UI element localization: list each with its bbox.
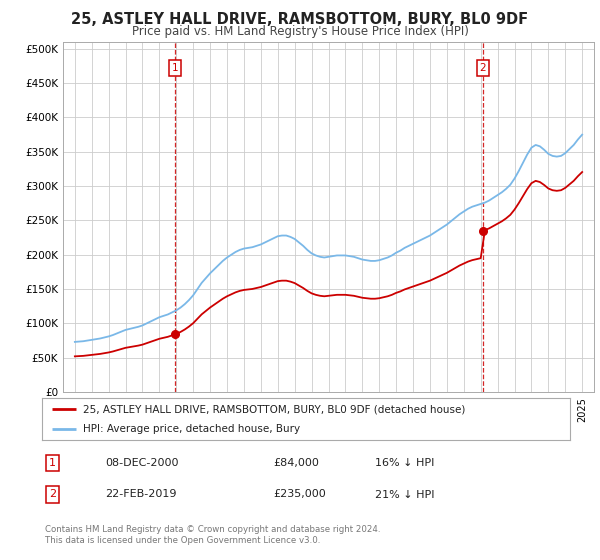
Text: Price paid vs. HM Land Registry's House Price Index (HPI): Price paid vs. HM Land Registry's House …: [131, 25, 469, 38]
Text: Contains HM Land Registry data © Crown copyright and database right 2024.: Contains HM Land Registry data © Crown c…: [45, 525, 380, 534]
Text: 08-DEC-2000: 08-DEC-2000: [105, 458, 179, 468]
Text: HPI: Average price, detached house, Bury: HPI: Average price, detached house, Bury: [83, 424, 301, 434]
Text: 25, ASTLEY HALL DRIVE, RAMSBOTTOM, BURY, BL0 9DF (detached house): 25, ASTLEY HALL DRIVE, RAMSBOTTOM, BURY,…: [83, 404, 466, 414]
Text: £235,000: £235,000: [273, 489, 326, 500]
Text: 2: 2: [479, 63, 486, 73]
Text: £84,000: £84,000: [273, 458, 319, 468]
Text: 1: 1: [172, 63, 178, 73]
Text: 2: 2: [49, 489, 56, 500]
Text: 21% ↓ HPI: 21% ↓ HPI: [375, 489, 434, 500]
Text: This data is licensed under the Open Government Licence v3.0.: This data is licensed under the Open Gov…: [45, 536, 320, 545]
Text: 16% ↓ HPI: 16% ↓ HPI: [375, 458, 434, 468]
Text: 25, ASTLEY HALL DRIVE, RAMSBOTTOM, BURY, BL0 9DF: 25, ASTLEY HALL DRIVE, RAMSBOTTOM, BURY,…: [71, 12, 529, 27]
Text: 22-FEB-2019: 22-FEB-2019: [105, 489, 176, 500]
Text: 1: 1: [49, 458, 56, 468]
